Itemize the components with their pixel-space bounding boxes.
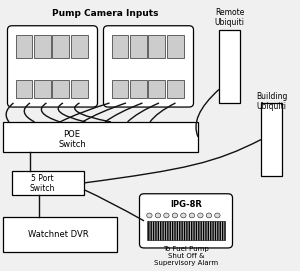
- Text: Pump Camera Inputs: Pump Camera Inputs: [52, 9, 158, 18]
- Bar: [130, 80, 147, 98]
- Bar: [130, 35, 147, 58]
- Bar: [112, 35, 128, 58]
- Circle shape: [172, 213, 178, 218]
- Circle shape: [164, 213, 169, 218]
- FancyBboxPatch shape: [12, 171, 84, 195]
- Circle shape: [147, 213, 152, 218]
- Bar: [16, 35, 32, 58]
- Bar: [112, 80, 128, 98]
- Bar: [148, 35, 165, 58]
- Text: Watchnet DVR: Watchnet DVR: [28, 230, 89, 239]
- FancyBboxPatch shape: [8, 26, 98, 107]
- Bar: [52, 80, 69, 98]
- Bar: [167, 80, 184, 98]
- FancyBboxPatch shape: [140, 194, 232, 248]
- Circle shape: [181, 213, 186, 218]
- Text: 5 Port
Switch: 5 Port Switch: [29, 174, 55, 193]
- FancyBboxPatch shape: [261, 103, 282, 176]
- FancyBboxPatch shape: [219, 30, 240, 103]
- Bar: [71, 35, 88, 58]
- Text: Remote
Ubiquiti: Remote Ubiquiti: [214, 8, 244, 27]
- FancyBboxPatch shape: [3, 217, 117, 252]
- Bar: [16, 80, 32, 98]
- Circle shape: [206, 213, 212, 218]
- FancyBboxPatch shape: [103, 26, 194, 107]
- Text: Building
Ubiquiti: Building Ubiquiti: [256, 92, 287, 111]
- Bar: [34, 35, 51, 58]
- Bar: [147, 221, 225, 240]
- Bar: [167, 35, 184, 58]
- Text: To Fuel Pump
Shut Off &
Supervisory Alarm: To Fuel Pump Shut Off & Supervisory Alar…: [154, 246, 218, 266]
- Bar: [71, 80, 88, 98]
- Circle shape: [155, 213, 160, 218]
- Bar: [148, 80, 165, 98]
- Bar: [34, 80, 51, 98]
- Bar: [52, 35, 69, 58]
- Text: IPG-8R: IPG-8R: [170, 200, 202, 209]
- Circle shape: [215, 213, 220, 218]
- Circle shape: [189, 213, 195, 218]
- Circle shape: [198, 213, 203, 218]
- FancyBboxPatch shape: [3, 122, 198, 152]
- Text: POE
Switch: POE Switch: [58, 130, 86, 149]
